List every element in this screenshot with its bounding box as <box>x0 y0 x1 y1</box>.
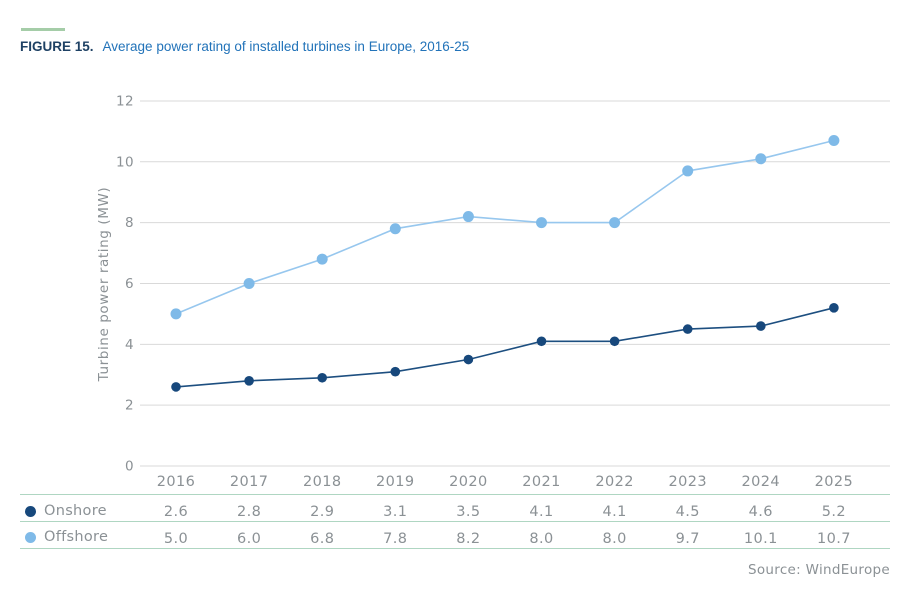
figure-title: FIGURE 15. Average power rating of instal… <box>20 39 469 54</box>
cell-offshore-2020: 8.2 <box>456 531 480 547</box>
data-point-onshore-2025 <box>829 303 839 313</box>
cell-onshore-2023: 4.5 <box>676 504 700 520</box>
data-point-offshore-2016 <box>170 308 182 320</box>
data-point-onshore-2022 <box>609 336 620 347</box>
offshore-legend-label: Offshore <box>44 529 109 545</box>
y-tick-label-8: 8 <box>125 215 134 231</box>
onshore-legend-label: Onshore <box>44 503 107 519</box>
cell-onshore-2020: 3.5 <box>456 504 480 520</box>
figure-caption: Average power rating of installed turbin… <box>102 39 470 54</box>
cell-offshore-2021: 8.0 <box>529 531 553 547</box>
data-point-onshore-2016 <box>171 382 181 392</box>
figure-accent-bar <box>21 28 65 31</box>
data-point-onshore-2017 <box>244 376 254 386</box>
year-label-2019: 2019 <box>376 474 415 490</box>
cell-offshore-2025: 10.7 <box>817 531 851 547</box>
y-tick-label-2: 2 <box>125 398 134 414</box>
data-point-offshore-2021 <box>536 217 547 229</box>
data-point-onshore-2019 <box>390 366 401 377</box>
year-label-2020: 2020 <box>449 474 488 490</box>
data-point-offshore-2018 <box>316 253 328 265</box>
year-label-2018: 2018 <box>303 474 342 490</box>
legend-item-onshore: Onshore <box>25 503 107 519</box>
year-label-2024: 2024 <box>742 474 781 490</box>
legend-item-offshore: Offshore <box>25 529 108 545</box>
y-tick-label-0: 0 <box>125 459 134 475</box>
cell-offshore-2016: 5.0 <box>164 531 188 547</box>
data-point-offshore-2025 <box>828 135 840 147</box>
year-label-2017: 2017 <box>230 474 269 490</box>
data-point-onshore-2021 <box>536 336 547 347</box>
y-tick-label-4: 4 <box>125 337 134 353</box>
data-point-onshore-2018 <box>317 372 328 383</box>
data-point-offshore-2019 <box>389 223 401 235</box>
y-axis-title: Turbine power rating (MW) <box>96 186 112 382</box>
cell-offshore-2019: 7.8 <box>383 531 407 547</box>
data-point-offshore-2023 <box>682 165 694 177</box>
cell-offshore-2023: 9.7 <box>676 531 700 547</box>
cell-onshore-2022: 4.1 <box>602 504 626 520</box>
figure-label: FIGURE 15. <box>20 39 94 54</box>
data-point-offshore-2020 <box>462 211 474 223</box>
data-point-offshore-2017 <box>243 277 255 289</box>
cell-offshore-2017: 6.0 <box>237 531 261 547</box>
series-line-offshore <box>175 139 835 315</box>
onshore-legend-dot-icon <box>25 505 36 517</box>
data-point-onshore-2020 <box>463 354 474 365</box>
year-label-2021: 2021 <box>522 474 561 490</box>
cell-offshore-2022: 8.0 <box>602 531 626 547</box>
cell-onshore-2019: 3.1 <box>383 504 407 520</box>
cell-onshore-2024: 4.6 <box>749 504 773 520</box>
data-point-offshore-2022 <box>609 217 621 229</box>
y-tick-label-10: 10 <box>116 154 134 170</box>
source-note: Source: WindEurope <box>747 562 890 578</box>
cell-onshore-2025: 5.2 <box>822 504 846 520</box>
y-tick-label-6: 6 <box>125 276 134 292</box>
cell-onshore-2016: 2.6 <box>164 504 188 520</box>
cell-offshore-2024: 10.1 <box>744 531 778 547</box>
year-label-2023: 2023 <box>668 474 707 490</box>
cell-onshore-2017: 2.8 <box>237 504 261 520</box>
offshore-legend-dot-icon <box>25 531 36 543</box>
year-label-2022: 2022 <box>595 474 634 490</box>
year-label-2016: 2016 <box>157 474 196 490</box>
series-line-onshore <box>175 307 835 388</box>
y-tick-label-12: 12 <box>116 93 134 109</box>
year-label-2025: 2025 <box>815 474 854 490</box>
data-point-offshore-2024 <box>755 153 767 165</box>
cell-offshore-2018: 6.8 <box>310 531 334 547</box>
data-point-onshore-2023 <box>682 324 693 334</box>
cell-onshore-2021: 4.1 <box>529 504 553 520</box>
data-point-onshore-2024 <box>756 321 766 331</box>
cell-onshore-2018: 2.9 <box>310 504 334 520</box>
